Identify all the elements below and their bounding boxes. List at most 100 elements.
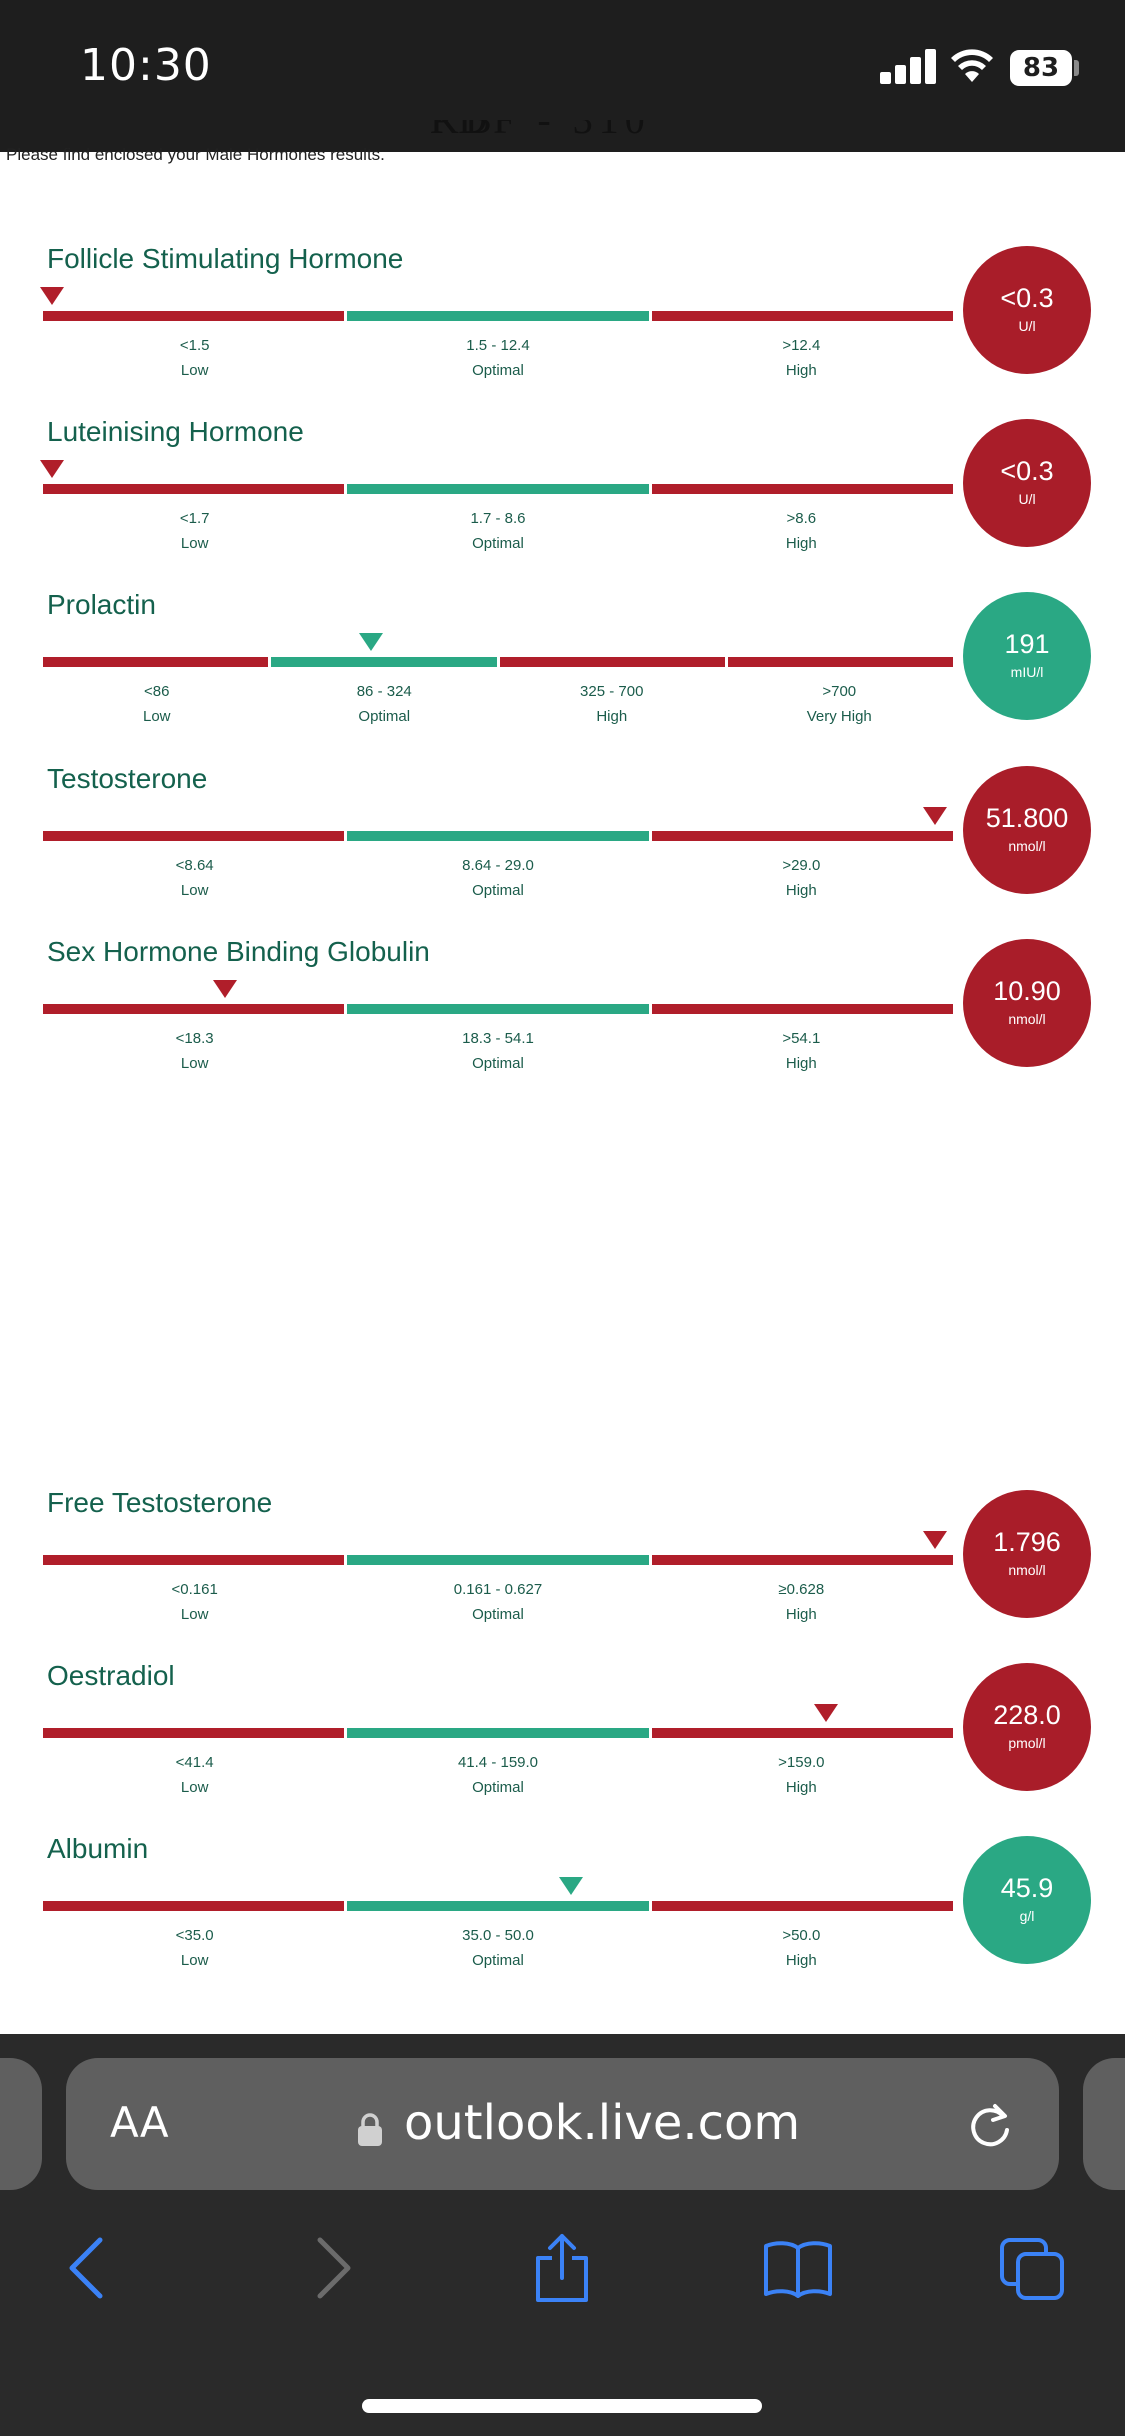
range-bar	[43, 311, 953, 321]
range-value: 0.161 - 0.627	[453, 1581, 543, 1598]
range-segment	[347, 1728, 649, 1738]
range-bar	[43, 1004, 953, 1014]
range-label: >700 Very High	[726, 679, 954, 729]
result-value: 1.796	[993, 1527, 1061, 1557]
range-category: Low	[180, 1606, 209, 1623]
range-label: <18.3 Low	[43, 1026, 346, 1076]
result-panel: Free Testosterone <0.161 Low 0.161 - 0.627 O…	[0, 1487, 1125, 1647]
result-value: <0.3	[1000, 283, 1054, 313]
battery-icon	[1074, 60, 1079, 76]
range-category: Low	[180, 882, 209, 899]
range-bar	[43, 831, 953, 841]
result-value-badge: 191 mIU/l	[963, 592, 1091, 720]
result-marker-icon	[213, 980, 237, 998]
range-segment	[347, 1004, 649, 1014]
cellular-signal-icon	[880, 48, 936, 84]
hormone-title: Prolactin	[47, 589, 156, 620]
intro-text: Please find enclosed your Male Hormones …	[6, 145, 385, 164]
range-category: Low	[180, 362, 209, 379]
range-category: High	[785, 535, 817, 552]
range-value: <18.3	[175, 1030, 214, 1047]
range-value: >50.0	[782, 1927, 821, 1944]
range-segment	[43, 1555, 345, 1565]
range-segment	[651, 831, 953, 841]
range-segment	[651, 1901, 953, 1911]
range-label: <1.7 Low	[43, 506, 346, 556]
tabs-icon[interactable]	[998, 2232, 1068, 2304]
range-labels: <1.7 Low 1.7 - 8.6 Optimal >8.6 High	[43, 506, 953, 556]
range-label: 325 - 700 High	[498, 679, 726, 729]
range-label: 8.64 - 29.0 Optimal	[346, 853, 649, 903]
range-segment	[43, 1728, 345, 1738]
back-chevron-icon[interactable]	[58, 2232, 122, 2304]
range-bar	[43, 657, 953, 667]
range-value: <41.4	[175, 1754, 214, 1771]
result-value: 228.0	[993, 1700, 1061, 1730]
range-value: >159.0	[778, 1754, 825, 1771]
result-unit: pmol/l	[1008, 1735, 1046, 1751]
range-segment	[347, 1555, 649, 1565]
range-category: Very High	[806, 708, 872, 725]
range-bar	[43, 1555, 953, 1565]
reader-options-button[interactable]: AA	[110, 2098, 169, 2147]
range-segment	[651, 1728, 953, 1738]
range-label: 18.3 - 54.1 Optimal	[346, 1026, 649, 1076]
result-panel: Albumin <35.0 Low 35.0 - 50.0 Optimal >50.0 Hi…	[0, 1833, 1125, 1993]
share-icon[interactable]	[530, 2232, 594, 2304]
address-bar[interactable]	[66, 2058, 1059, 2190]
result-panel: Oestradiol <41.4 Low 41.4 - 159.0 Optimal >15…	[0, 1660, 1125, 1820]
result-value-badge: <0.3 U/l	[963, 419, 1091, 547]
range-segment	[651, 484, 953, 494]
range-category: Optimal	[358, 708, 411, 725]
range-label: <86 Low	[43, 679, 271, 729]
result-unit: U/l	[1018, 318, 1036, 334]
reload-icon[interactable]	[965, 2100, 1015, 2152]
range-segment	[347, 311, 649, 321]
range-label: <1.5 Low	[43, 333, 346, 383]
range-category: Optimal	[472, 535, 524, 552]
range-segment	[43, 484, 345, 494]
range-label: <8.64 Low	[43, 853, 346, 903]
aa-label: AA	[110, 2098, 169, 2147]
hormone-title: Testosterone	[47, 763, 208, 794]
range-value: ≥0.628	[778, 1581, 825, 1598]
result-marker-icon	[922, 1531, 947, 1549]
previous-tab-pill[interactable]	[0, 2058, 42, 2190]
hormone-title: Free Testosterone	[47, 1487, 273, 1518]
book-icon[interactable]	[762, 2232, 834, 2304]
range-value: >29.0	[782, 857, 821, 874]
range-label: <35.0 Low	[43, 1923, 346, 1973]
range-segment	[727, 657, 953, 667]
url-text[interactable]: outlook.live.com	[404, 2095, 801, 2151]
range-category: Low	[180, 1779, 209, 1796]
range-value: 41.4 - 159.0	[457, 1754, 539, 1771]
home-indicator[interactable]	[362, 2399, 762, 2413]
range-segment	[347, 831, 649, 841]
clipped-attachment-label: PDF - 310 KB	[430, 120, 690, 150]
range-value: <35.0	[175, 1927, 214, 1944]
result-unit: mIU/l	[1010, 664, 1044, 680]
result-value: 51.800	[985, 803, 1069, 833]
range-labels: <8.64 Low 8.64 - 29.0 Optimal >29.0 High	[43, 853, 953, 903]
result-marker-icon	[40, 460, 65, 478]
result-value: <0.3	[1000, 456, 1054, 486]
next-tab-pill[interactable]	[1083, 2058, 1125, 2190]
range-bar	[43, 1728, 953, 1738]
range-category: Optimal	[472, 362, 524, 379]
range-segment	[347, 1901, 649, 1911]
range-labels: <41.4 Low 41.4 - 159.0 Optimal >159.0 High	[43, 1750, 953, 1800]
range-label: >159.0 High	[650, 1750, 953, 1800]
range-segment	[651, 311, 953, 321]
range-label: 0.161 - 0.627 Optimal	[346, 1577, 649, 1627]
range-category: High	[785, 1055, 817, 1072]
result-panel: Prolactin <86 Low 86 - 324 Optimal 325 - 700 H…	[0, 589, 1125, 749]
lock-icon	[358, 2113, 382, 2146]
range-label: >12.4 High	[650, 333, 953, 383]
range-labels: <86 Low 86 - 324 Optimal 325 - 700 High >700 Ve…	[43, 679, 953, 729]
battery-level: 83	[1010, 50, 1072, 86]
forward-chevron-icon[interactable]	[298, 2232, 362, 2304]
range-category: Optimal	[472, 1952, 524, 1969]
status-bar	[0, 0, 1125, 152]
range-category: High	[785, 362, 817, 379]
range-label: 41.4 - 159.0 Optimal	[346, 1750, 649, 1800]
